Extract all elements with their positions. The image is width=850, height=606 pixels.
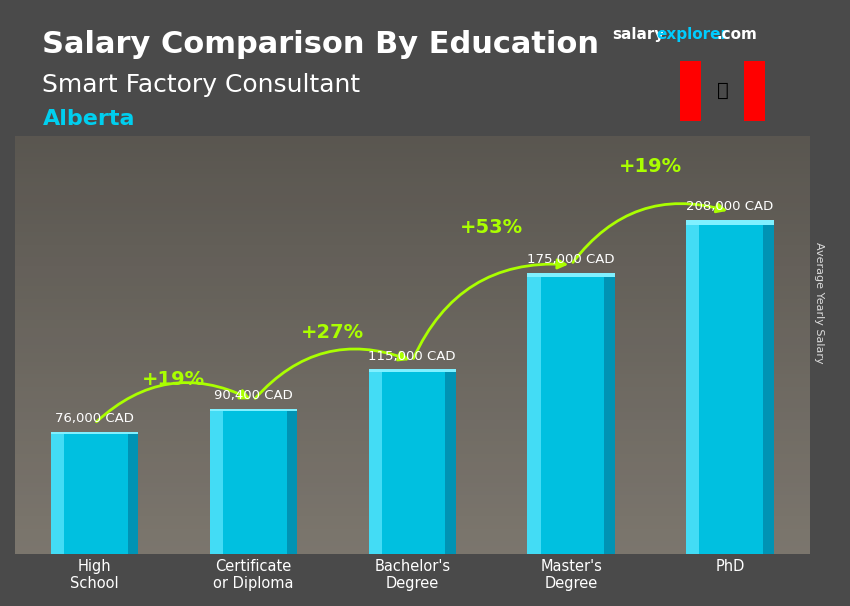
FancyBboxPatch shape: [369, 369, 382, 554]
FancyBboxPatch shape: [686, 220, 774, 554]
FancyBboxPatch shape: [686, 220, 774, 225]
Text: 🍁: 🍁: [717, 81, 728, 101]
Text: salary: salary: [612, 27, 665, 42]
Text: Smart Factory Consultant: Smart Factory Consultant: [42, 73, 360, 97]
FancyBboxPatch shape: [128, 431, 139, 554]
Text: 115,000 CAD: 115,000 CAD: [369, 350, 456, 362]
Text: 90,400 CAD: 90,400 CAD: [214, 389, 292, 402]
FancyBboxPatch shape: [210, 408, 297, 554]
Text: 208,000 CAD: 208,000 CAD: [687, 201, 774, 213]
FancyBboxPatch shape: [51, 431, 139, 433]
Bar: [680, 61, 701, 121]
FancyBboxPatch shape: [210, 408, 223, 554]
FancyBboxPatch shape: [445, 369, 456, 554]
Text: +53%: +53%: [460, 218, 524, 237]
Text: +19%: +19%: [619, 157, 683, 176]
Text: Salary Comparison By Education: Salary Comparison By Education: [42, 30, 599, 59]
Text: +19%: +19%: [142, 370, 206, 389]
FancyBboxPatch shape: [210, 408, 297, 411]
Text: .com: .com: [717, 27, 757, 42]
Bar: [744, 61, 765, 121]
FancyBboxPatch shape: [604, 273, 615, 554]
Text: Alberta: Alberta: [42, 109, 135, 129]
FancyBboxPatch shape: [51, 431, 139, 554]
FancyBboxPatch shape: [528, 273, 615, 554]
Text: Average Yearly Salary: Average Yearly Salary: [814, 242, 824, 364]
FancyBboxPatch shape: [369, 369, 456, 372]
Text: 76,000 CAD: 76,000 CAD: [55, 412, 134, 425]
FancyBboxPatch shape: [286, 408, 297, 554]
FancyBboxPatch shape: [528, 273, 541, 554]
FancyBboxPatch shape: [686, 220, 700, 554]
FancyBboxPatch shape: [369, 369, 456, 554]
FancyBboxPatch shape: [763, 220, 774, 554]
FancyBboxPatch shape: [51, 431, 64, 554]
Text: 175,000 CAD: 175,000 CAD: [527, 253, 615, 266]
Text: explorer: explorer: [656, 27, 728, 42]
FancyBboxPatch shape: [528, 273, 615, 277]
Text: +27%: +27%: [301, 322, 365, 342]
